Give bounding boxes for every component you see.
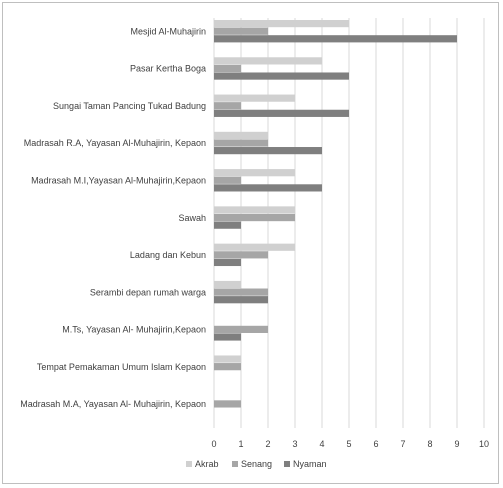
bar-nyaman (214, 222, 241, 229)
bar-senang (214, 102, 241, 109)
category-label: Madrasah R.A, Yayasan Al-Muhajirin, Kepa… (24, 138, 206, 148)
x-tick-label: 3 (292, 439, 297, 449)
category-label: Madrasah M.A, Yayasan Al- Muhajirin, Kep… (20, 399, 206, 409)
bars (214, 20, 457, 408)
legend-label-akrab: Akrab (195, 459, 219, 469)
legend-label-senang: Senang (241, 459, 272, 469)
bar-nyaman (214, 110, 349, 117)
bar-akrab (214, 95, 295, 102)
bar-akrab (214, 57, 322, 64)
bar-nyaman (214, 296, 268, 303)
x-tick-label: 6 (373, 439, 378, 449)
legend-swatch-nyaman (284, 461, 290, 467)
bar-nyaman (214, 259, 241, 266)
x-tick-label: 1 (238, 439, 243, 449)
bar-nyaman (214, 147, 322, 154)
x-tick-label: 0 (211, 439, 216, 449)
bar-senang (214, 28, 268, 35)
x-tick-label: 5 (346, 439, 351, 449)
bar-senang (214, 251, 268, 258)
legend: Akrab Senang Nyaman (186, 459, 327, 469)
x-tick-label: 4 (319, 439, 324, 449)
bar-nyaman (214, 333, 241, 340)
x-tick-label: 8 (427, 439, 432, 449)
category-label: Serambi depan rumah warga (90, 287, 206, 297)
bar-akrab (214, 169, 295, 176)
legend-swatch-senang (232, 461, 238, 467)
legend-swatch-akrab (186, 461, 192, 467)
bar-senang (214, 326, 268, 333)
bar-senang (214, 363, 241, 370)
category-label: Sungai Taman Pancing Tukad Badung (53, 101, 206, 111)
bar-senang (214, 400, 241, 407)
bar-akrab (214, 206, 295, 213)
bar-akrab (214, 132, 268, 139)
bar-senang (214, 289, 268, 296)
bar-senang (214, 65, 241, 72)
category-label: M.Ts, Yayasan Al- Muhajirin,Kepaon (62, 325, 206, 335)
category-labels: Mesjid Al-Muhajirin Pasar Kertha Boga Sung… (20, 26, 206, 409)
bar-akrab (214, 20, 349, 27)
bar-nyaman (214, 72, 349, 79)
x-tick-labels: 0 1 2 3 4 5 6 7 8 9 10 (211, 439, 489, 449)
bar-akrab (214, 281, 241, 288)
category-label: Tempat Pemakaman Umum Islam Kepaon (37, 362, 206, 372)
x-tick-label: 2 (265, 439, 270, 449)
bar-senang (214, 139, 268, 146)
category-label: Pasar Kertha Boga (130, 64, 206, 74)
bar-nyaman (214, 184, 322, 191)
bar-nyaman (214, 35, 457, 42)
category-label: Ladang dan Kebun (130, 250, 206, 260)
bar-akrab (214, 244, 295, 251)
x-tick-label: 7 (400, 439, 405, 449)
category-label: Sawah (178, 213, 206, 223)
x-tick-label: 9 (454, 439, 459, 449)
legend-label-nyaman: Nyaman (293, 459, 327, 469)
category-label: Madrasah M.I,Yayasan Al-Muhajirin,Kepaon (31, 175, 206, 185)
bar-senang (214, 214, 295, 221)
x-tick-label: 10 (479, 439, 489, 449)
bar-akrab (214, 355, 241, 362)
bar-senang (214, 177, 241, 184)
category-label: Mesjid Al-Muhajirin (130, 26, 206, 36)
